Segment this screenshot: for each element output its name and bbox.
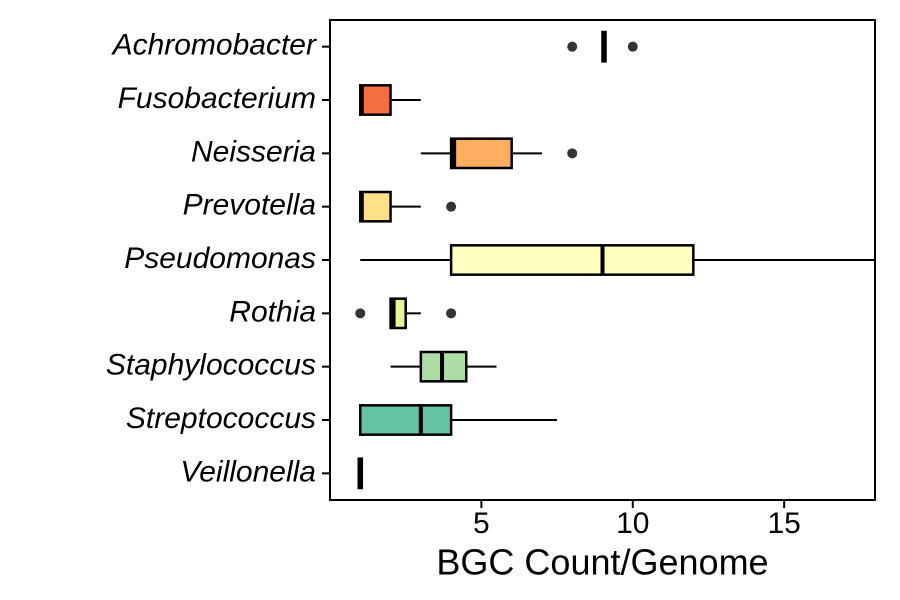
box — [451, 245, 693, 274]
category-label: Pseudomonas — [124, 242, 316, 275]
category-label: Rothia — [229, 295, 316, 328]
outlier-point — [446, 308, 456, 318]
chart-svg: 5 10 15BGC Count/Genome Achromobacter Fusoba… — [0, 0, 900, 600]
category-label: Veillonella — [180, 455, 316, 488]
category-label: Streptococcus — [126, 402, 316, 435]
outlier-point — [355, 308, 365, 318]
outlier-point — [567, 148, 577, 158]
box — [360, 192, 390, 221]
category-label: Neisseria — [191, 135, 316, 168]
outlier-point — [628, 42, 638, 52]
x-tick-label: 10 — [616, 507, 649, 540]
outlier-point — [567, 42, 577, 52]
x-axis-label: BGC Count/Genome — [436, 541, 768, 582]
x-tick-label: 15 — [767, 507, 800, 540]
x-tick-label: 5 — [473, 507, 490, 540]
outlier-point — [446, 202, 456, 212]
boxplot-chart: 5 10 15BGC Count/Genome Achromobacter Fusoba… — [0, 0, 900, 600]
category-label: Prevotella — [183, 189, 316, 222]
box — [360, 405, 451, 434]
category-label: Staphylococcus — [106, 349, 316, 382]
box — [451, 139, 512, 168]
box — [360, 85, 390, 114]
category-label: Achromobacter — [111, 29, 317, 62]
category-label: Fusobacterium — [118, 82, 316, 115]
